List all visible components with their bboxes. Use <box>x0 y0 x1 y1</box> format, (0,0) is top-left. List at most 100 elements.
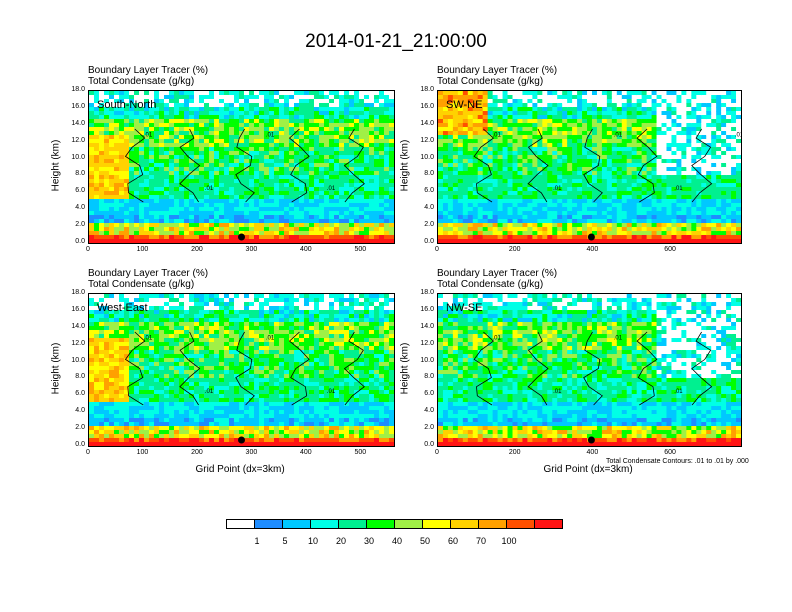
heatmap-cell <box>482 219 489 224</box>
heatmap-cell <box>552 171 558 176</box>
heatmap-cell <box>691 227 697 232</box>
heatmap-cell <box>736 239 741 243</box>
heatmap-cell <box>472 171 479 176</box>
heatmap-cell <box>736 95 741 100</box>
heatmap-cell <box>179 231 185 236</box>
heatmap-cell <box>259 139 265 144</box>
heatmap-cell <box>239 111 245 116</box>
heatmap-cell <box>389 239 394 243</box>
heatmap-cell <box>349 99 355 104</box>
heatmap-cell <box>686 143 692 148</box>
heatmap-cell <box>129 211 135 216</box>
heatmap-cell <box>482 159 489 164</box>
heatmap-cell <box>716 95 722 100</box>
heatmap-cell <box>229 155 235 160</box>
heatmap-cell <box>104 163 110 168</box>
heatmap-cell <box>229 171 235 176</box>
heatmap-cell <box>224 151 230 156</box>
heatmap-cell <box>174 199 180 204</box>
heatmap-cell <box>716 99 722 104</box>
heatmap-cell <box>279 187 285 192</box>
heatmap-cell <box>552 127 558 132</box>
heatmap-cell <box>389 151 394 156</box>
heatmap-cell <box>209 203 215 208</box>
heatmap-cell <box>324 131 330 136</box>
heatmap-cell <box>711 215 717 220</box>
heatmap-cell <box>104 183 110 188</box>
heatmap-cell <box>119 386 125 391</box>
heatmap-cell <box>89 135 95 140</box>
heatmap-cell <box>109 402 115 407</box>
heatmap-cell <box>457 199 464 204</box>
heatmap-cell <box>329 91 335 96</box>
heatmap-cell <box>199 223 205 228</box>
heatmap-cell <box>249 91 255 96</box>
heatmap-cell <box>591 207 598 212</box>
heatmap-cell <box>369 223 375 228</box>
heatmap-cell <box>254 127 260 132</box>
heatmap-cell <box>104 330 110 335</box>
heatmap-cell <box>671 159 678 164</box>
heatmap-cell <box>601 219 608 224</box>
heatmap-cell <box>512 215 519 220</box>
heatmap-cell <box>234 219 240 224</box>
heatmap-cell <box>199 155 205 160</box>
heatmap-cell <box>379 191 385 196</box>
heatmap-cell <box>204 151 210 156</box>
heatmap-cell <box>512 115 519 120</box>
heatmap-cell <box>527 107 533 112</box>
heatmap-cell <box>199 123 205 128</box>
heatmap-cell <box>686 203 692 208</box>
heatmap-cell <box>229 187 235 192</box>
heatmap-cell <box>139 219 145 224</box>
heatmap-cell <box>651 211 658 216</box>
heatmap-cell <box>651 159 658 164</box>
heatmap-cell <box>254 95 260 100</box>
heatmap-cell <box>159 239 165 243</box>
x-tick-label: 100 <box>136 246 149 253</box>
heatmap-cell <box>354 159 360 164</box>
heatmap-cell <box>567 163 573 168</box>
heatmap-cell <box>339 91 345 96</box>
heatmap-cell <box>159 183 165 188</box>
heatmap-cell <box>552 139 558 144</box>
heatmap-cell <box>537 195 543 200</box>
heatmap-cell <box>389 115 394 120</box>
heatmap-cell <box>299 175 305 180</box>
heatmap-cell <box>547 103 553 108</box>
heatmap-cell <box>502 195 509 200</box>
heatmap-cell <box>676 167 682 172</box>
heatmap-cell <box>572 151 578 156</box>
heatmap-cell <box>636 159 643 164</box>
heatmap-cell <box>89 298 95 303</box>
heatmap-cell <box>621 219 628 224</box>
heatmap-cell <box>99 107 105 112</box>
heatmap-cell <box>651 239 658 243</box>
heatmap-cell <box>274 223 280 228</box>
heatmap-cell <box>269 199 275 204</box>
heatmap-cell <box>109 374 115 379</box>
heatmap-cell <box>109 314 115 319</box>
heatmap-cell <box>109 215 115 220</box>
heatmap-cell <box>94 175 100 180</box>
heatmap-cell <box>438 191 444 196</box>
heatmap-cell <box>109 330 115 335</box>
heatmap-cell <box>139 139 145 144</box>
heatmap-cell <box>344 135 350 140</box>
heatmap-cell <box>154 143 160 148</box>
heatmap-cell <box>384 167 390 172</box>
heatmap-cell <box>294 175 300 180</box>
heatmap-cell <box>587 99 593 104</box>
heatmap-cell <box>611 191 618 196</box>
heatmap-cell <box>507 103 514 108</box>
heatmap-cell <box>626 123 633 128</box>
heatmap-cell <box>139 187 145 192</box>
heatmap-cell <box>269 227 275 232</box>
heatmap-cell <box>646 111 653 116</box>
heatmap-cell <box>104 135 110 140</box>
x-tick-label: 0 <box>435 246 439 253</box>
heatmap-cell <box>199 219 205 224</box>
heatmap-cell <box>656 187 663 192</box>
heatmap-cell <box>656 227 663 232</box>
heatmap-cell <box>349 215 355 220</box>
